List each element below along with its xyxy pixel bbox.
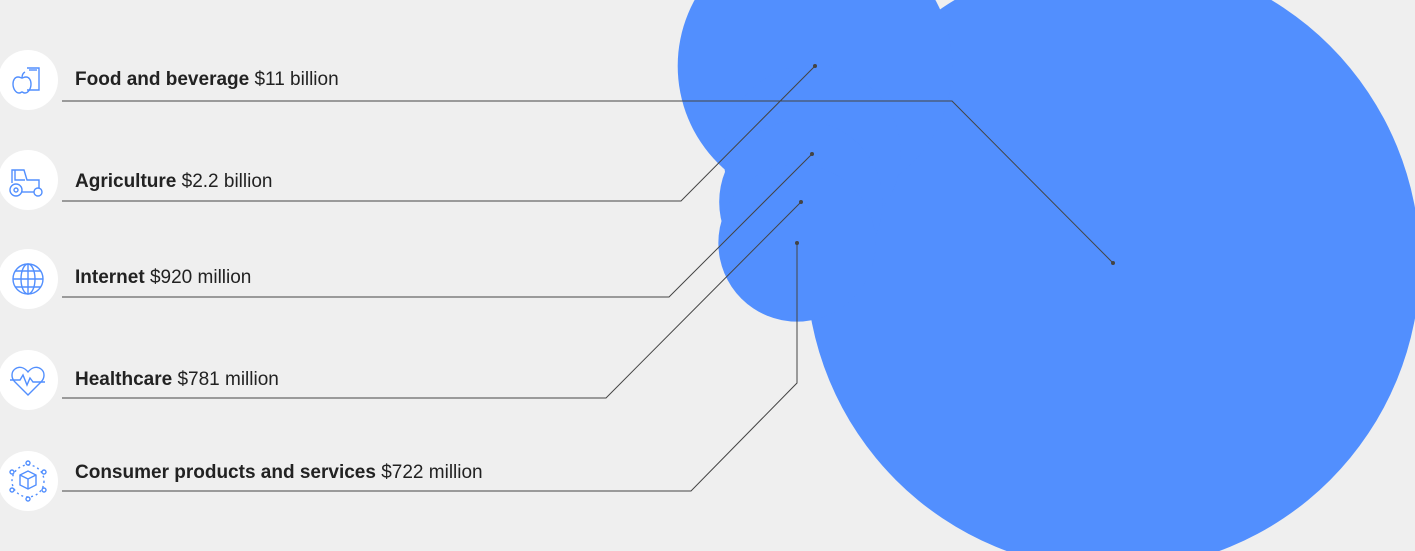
label-internet: Internet $920 million [75, 267, 252, 288]
globe-icon [0, 249, 58, 309]
label-food-beverage: Food and beverage $11 billion [75, 69, 339, 90]
label-consumer-products: Consumer products and services $722 mill… [75, 462, 483, 483]
package-icon [0, 451, 58, 511]
leader-line-internet [62, 153, 813, 298]
food-beverage-icon [0, 50, 58, 110]
leader-line-food-beverage [62, 100, 1114, 264]
heartbeat-icon [0, 350, 58, 410]
tractor-icon [0, 150, 58, 210]
leader-line-healthcare [62, 201, 802, 399]
leader-line-agriculture [62, 65, 816, 202]
leader-dot-consumer-products [795, 241, 799, 245]
label-agriculture: Agriculture $2.2 billion [75, 171, 273, 192]
bubble-food-beverage [806, 0, 1415, 551]
label-healthcare: Healthcare $781 million [75, 369, 279, 390]
leader-dot-agriculture [813, 64, 817, 68]
leader-line-consumer-products [62, 243, 798, 492]
leader-dot-internet [810, 152, 814, 156]
leader-dot-healthcare [799, 200, 803, 204]
leader-dot-food-beverage [1111, 261, 1115, 265]
